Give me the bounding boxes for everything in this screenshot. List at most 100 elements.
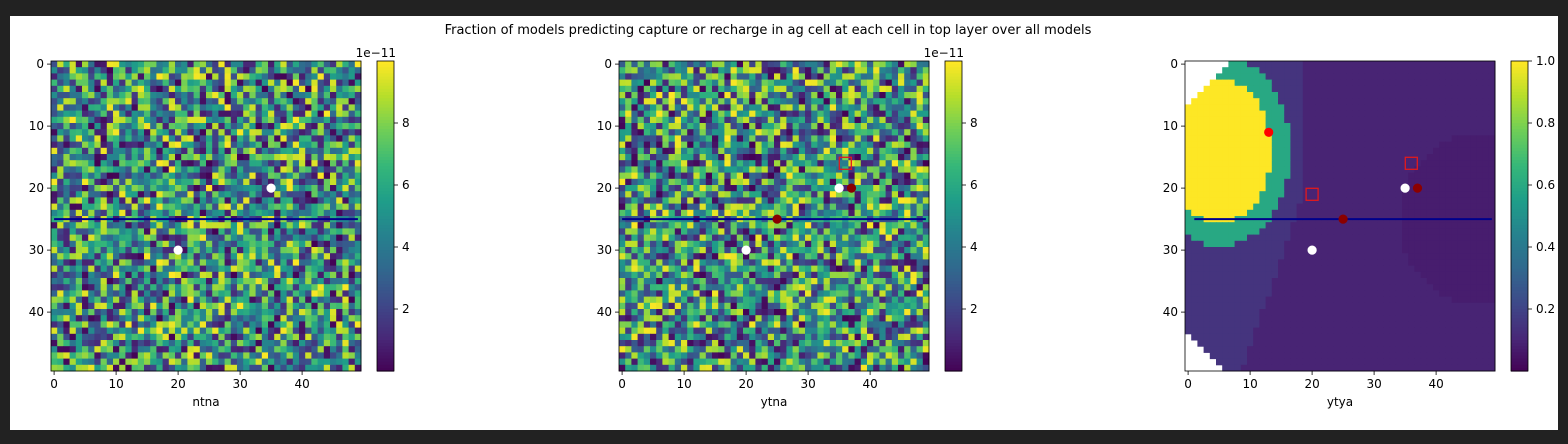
- heatmap-cell: [860, 259, 868, 267]
- heatmap-cell: [187, 240, 195, 248]
- heatmap-cell: [619, 333, 626, 341]
- heatmap-cell: [261, 364, 269, 372]
- heatmap-cell: [317, 129, 325, 136]
- heatmap-cell: [681, 160, 688, 167]
- heatmap-cell: [668, 197, 676, 205]
- heatmap-cell: [854, 228, 862, 236]
- heatmap-cell: [199, 123, 207, 130]
- heatmap-cell: [137, 160, 145, 167]
- colorbar-segment: [377, 154, 394, 158]
- heatmap-cell: [873, 98, 880, 105]
- heatmap-cell: [100, 67, 108, 74]
- heatmap-cell: [88, 178, 95, 186]
- heatmap-cell: [187, 302, 195, 310]
- heatmap-cell: [755, 147, 763, 155]
- heatmap-cell: [867, 309, 874, 316]
- heatmap-cell: [786, 67, 794, 74]
- heatmap-cell: [891, 290, 899, 298]
- heatmap-cell: [75, 172, 83, 180]
- heatmap-cell: [212, 315, 219, 322]
- heatmap-cell: [212, 340, 219, 347]
- heatmap-cell: [836, 321, 843, 329]
- heatmap-cell: [94, 141, 102, 149]
- heatmap-cell: [891, 327, 899, 335]
- heatmap-cell: [218, 278, 226, 285]
- heatmap-cell: [916, 104, 924, 112]
- heatmap-cell: [199, 92, 207, 99]
- heatmap-cell: [643, 172, 651, 180]
- heatmap-cell: [712, 191, 719, 198]
- heatmap-cell: [261, 129, 269, 136]
- heatmap-cell: [162, 265, 170, 273]
- heatmap-cell: [879, 61, 887, 68]
- heatmap-cell: [693, 92, 701, 99]
- heatmap-cell: [75, 240, 83, 248]
- heatmap-cell: [916, 116, 924, 124]
- colorbar-segment: [377, 247, 394, 251]
- heatmap-cell: [705, 129, 713, 136]
- heatmap-cell: [317, 61, 325, 68]
- heatmap-cell: [75, 73, 83, 81]
- heatmap-cell: [119, 278, 126, 285]
- heatmap-cell: [94, 166, 102, 174]
- colorbar-segment: [377, 95, 394, 99]
- heatmap-cell: [761, 61, 769, 68]
- heatmap-cell: [805, 61, 812, 68]
- heatmap-cell: [643, 278, 651, 285]
- heatmap-cell: [299, 240, 306, 248]
- heatmap-cell: [82, 309, 89, 316]
- heatmap-cell: [237, 92, 244, 99]
- heatmap-cell: [218, 346, 226, 353]
- heatmap-cell: [94, 309, 102, 316]
- heatmap-cell: [125, 116, 133, 124]
- heatmap-cell: [662, 234, 670, 242]
- heatmap-cell: [348, 85, 356, 93]
- heatmap-cell: [836, 284, 843, 291]
- colorbar-segment: [377, 330, 394, 335]
- colorbar-segment: [377, 116, 394, 121]
- heatmap-cell: [274, 172, 281, 180]
- heatmap-cell: [336, 284, 343, 291]
- heatmap-cell: [193, 321, 201, 329]
- heatmap-cell: [292, 129, 300, 136]
- colorbar-segment: [377, 157, 394, 161]
- heatmap-cell: [693, 259, 701, 267]
- heatmap-cell: [619, 185, 626, 192]
- heatmap-cell: [619, 222, 626, 229]
- heatmap-cell: [336, 321, 343, 329]
- heatmap-cell: [255, 203, 263, 211]
- heatmap-cell: [755, 185, 763, 192]
- heatmap-cell: [650, 98, 657, 105]
- heatmap-cell: [817, 203, 825, 211]
- heatmap-cell: [69, 110, 77, 118]
- heatmap-cell: [175, 228, 182, 236]
- heatmap-cell: [323, 265, 331, 273]
- colorbar-segment: [377, 67, 394, 71]
- heatmap-cell: [792, 85, 800, 93]
- heatmap-cell: [761, 116, 769, 124]
- heatmap-cell: [119, 185, 126, 192]
- heatmap-cell: [243, 309, 250, 316]
- heatmap-cell: [860, 321, 868, 329]
- heatmap-cell: [904, 73, 911, 81]
- heatmap-cell: [891, 191, 899, 198]
- heatmap-cell: [829, 172, 837, 180]
- heatmap-cell: [854, 284, 862, 291]
- heatmap-cell: [82, 172, 89, 180]
- heatmap-cell: [268, 61, 275, 68]
- heatmap-cell: [699, 166, 707, 174]
- heatmap-cell: [317, 209, 325, 217]
- heatmap-cell: [150, 191, 157, 198]
- heatmap-cell: [625, 309, 632, 316]
- heatmap-cell: [187, 271, 195, 279]
- heatmap-cell: [82, 178, 89, 186]
- heatmap-cell: [348, 253, 356, 260]
- heatmap-cell: [323, 290, 331, 298]
- heatmap-cell: [51, 222, 58, 229]
- heatmap-cell: [63, 141, 71, 149]
- heatmap-cell: [873, 73, 880, 81]
- heatmap-cell: [199, 346, 207, 353]
- heatmap-cell: [860, 178, 868, 186]
- heatmap-cell: [619, 290, 626, 298]
- heatmap-cell: [51, 116, 58, 124]
